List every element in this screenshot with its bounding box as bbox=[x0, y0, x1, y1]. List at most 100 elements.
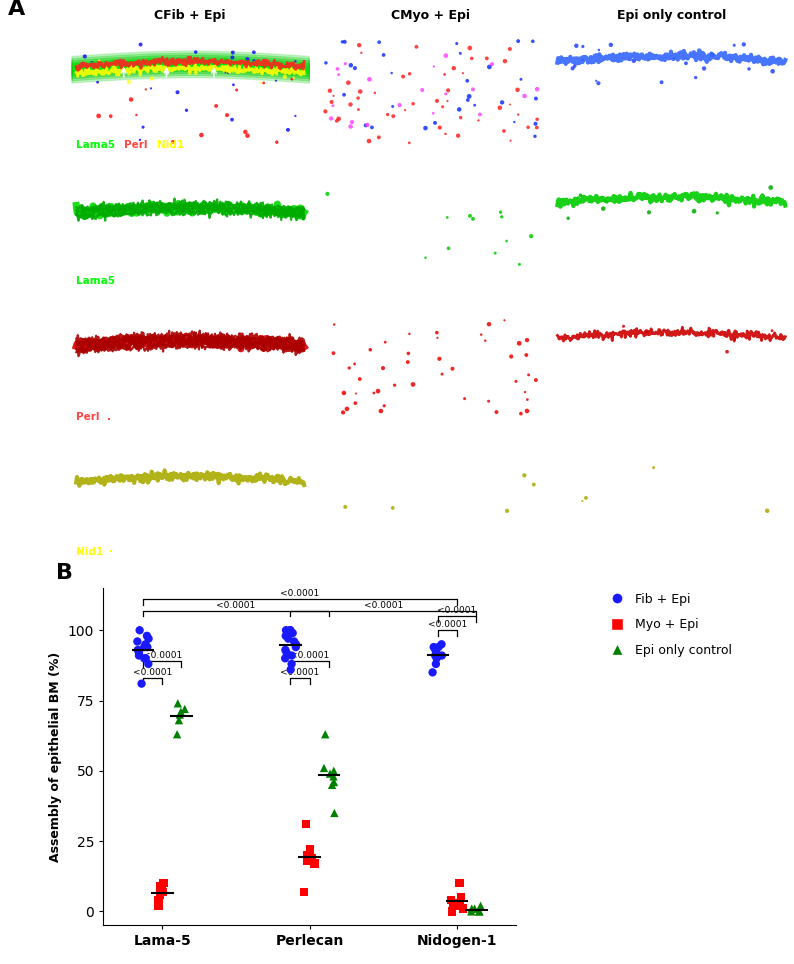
Point bbox=[91, 74, 104, 90]
Point bbox=[403, 67, 416, 82]
Point bbox=[508, 115, 521, 130]
Point bbox=[140, 82, 152, 97]
Point bbox=[495, 94, 508, 110]
Point bbox=[372, 384, 384, 399]
Text: .: . bbox=[107, 412, 111, 421]
Point bbox=[285, 656, 298, 672]
Point bbox=[352, 91, 364, 106]
Point bbox=[146, 70, 159, 86]
Point bbox=[711, 205, 723, 221]
Point bbox=[510, 374, 522, 389]
Point bbox=[241, 52, 254, 67]
Point bbox=[655, 74, 668, 90]
Point bbox=[284, 623, 297, 638]
Point bbox=[520, 347, 533, 362]
Point bbox=[599, 194, 612, 209]
Point bbox=[429, 648, 441, 663]
Point bbox=[130, 107, 143, 122]
Point bbox=[337, 87, 350, 102]
Point bbox=[289, 54, 302, 69]
Point bbox=[430, 656, 442, 672]
Point bbox=[349, 395, 361, 411]
Point bbox=[379, 335, 391, 350]
Point bbox=[566, 61, 579, 76]
Point bbox=[680, 56, 692, 71]
Point bbox=[416, 82, 429, 97]
Point bbox=[368, 85, 381, 100]
Text: A: A bbox=[8, 0, 25, 19]
Point bbox=[284, 662, 297, 678]
Point bbox=[766, 64, 779, 79]
Point bbox=[463, 89, 476, 104]
Point bbox=[328, 805, 341, 820]
Point bbox=[530, 120, 543, 135]
Point bbox=[290, 639, 303, 655]
Point bbox=[504, 133, 517, 148]
Text: Perl: Perl bbox=[76, 412, 100, 421]
Point bbox=[513, 256, 526, 272]
Point bbox=[447, 896, 460, 911]
Point bbox=[434, 120, 446, 135]
Text: Lama5: Lama5 bbox=[76, 140, 115, 150]
Point bbox=[271, 134, 283, 149]
Point bbox=[437, 99, 449, 115]
Point bbox=[337, 386, 350, 401]
Point bbox=[142, 656, 155, 672]
Point bbox=[364, 342, 376, 358]
Point bbox=[441, 94, 454, 109]
Point bbox=[454, 45, 467, 61]
Point bbox=[521, 392, 534, 408]
Point bbox=[580, 490, 592, 505]
Point bbox=[647, 460, 660, 475]
Point bbox=[172, 85, 184, 100]
Point bbox=[338, 34, 351, 49]
Point bbox=[330, 113, 343, 128]
Text: <0.0001: <0.0001 bbox=[364, 601, 403, 609]
Point bbox=[319, 55, 332, 70]
Point bbox=[452, 128, 464, 144]
Point bbox=[419, 120, 432, 136]
Point bbox=[299, 817, 312, 832]
Point bbox=[530, 112, 543, 127]
Point bbox=[323, 83, 336, 98]
Text: Lama5: Lama5 bbox=[76, 276, 115, 286]
Point bbox=[419, 250, 432, 265]
Point bbox=[454, 898, 467, 914]
Point bbox=[590, 73, 603, 89]
Point bbox=[327, 768, 340, 784]
Point bbox=[480, 51, 493, 67]
Point bbox=[403, 326, 416, 341]
Point bbox=[511, 82, 524, 97]
Point bbox=[341, 401, 353, 416]
Point bbox=[576, 494, 588, 509]
Point bbox=[513, 335, 526, 351]
Point bbox=[321, 186, 333, 201]
Point bbox=[483, 316, 495, 332]
Point bbox=[529, 128, 542, 144]
Point bbox=[562, 210, 575, 226]
Point bbox=[328, 317, 341, 333]
Text: <0.0001: <0.0001 bbox=[280, 589, 320, 599]
Point bbox=[172, 696, 184, 711]
Point bbox=[464, 40, 476, 56]
Point bbox=[342, 75, 355, 91]
Point bbox=[376, 361, 389, 376]
Point bbox=[252, 57, 265, 72]
Point bbox=[303, 844, 316, 860]
Text: <0.0001: <0.0001 bbox=[133, 668, 172, 677]
Point bbox=[472, 113, 485, 128]
Point bbox=[669, 50, 681, 66]
Point bbox=[515, 71, 527, 87]
Point bbox=[138, 651, 151, 666]
Point bbox=[521, 403, 534, 418]
Point bbox=[372, 129, 385, 145]
Point bbox=[498, 123, 511, 139]
Point bbox=[331, 61, 344, 76]
Point bbox=[430, 651, 443, 666]
Point bbox=[435, 648, 448, 663]
Point bbox=[230, 82, 243, 97]
Point bbox=[438, 67, 451, 82]
Point bbox=[327, 88, 340, 103]
Point bbox=[153, 887, 166, 902]
Point bbox=[445, 893, 457, 908]
